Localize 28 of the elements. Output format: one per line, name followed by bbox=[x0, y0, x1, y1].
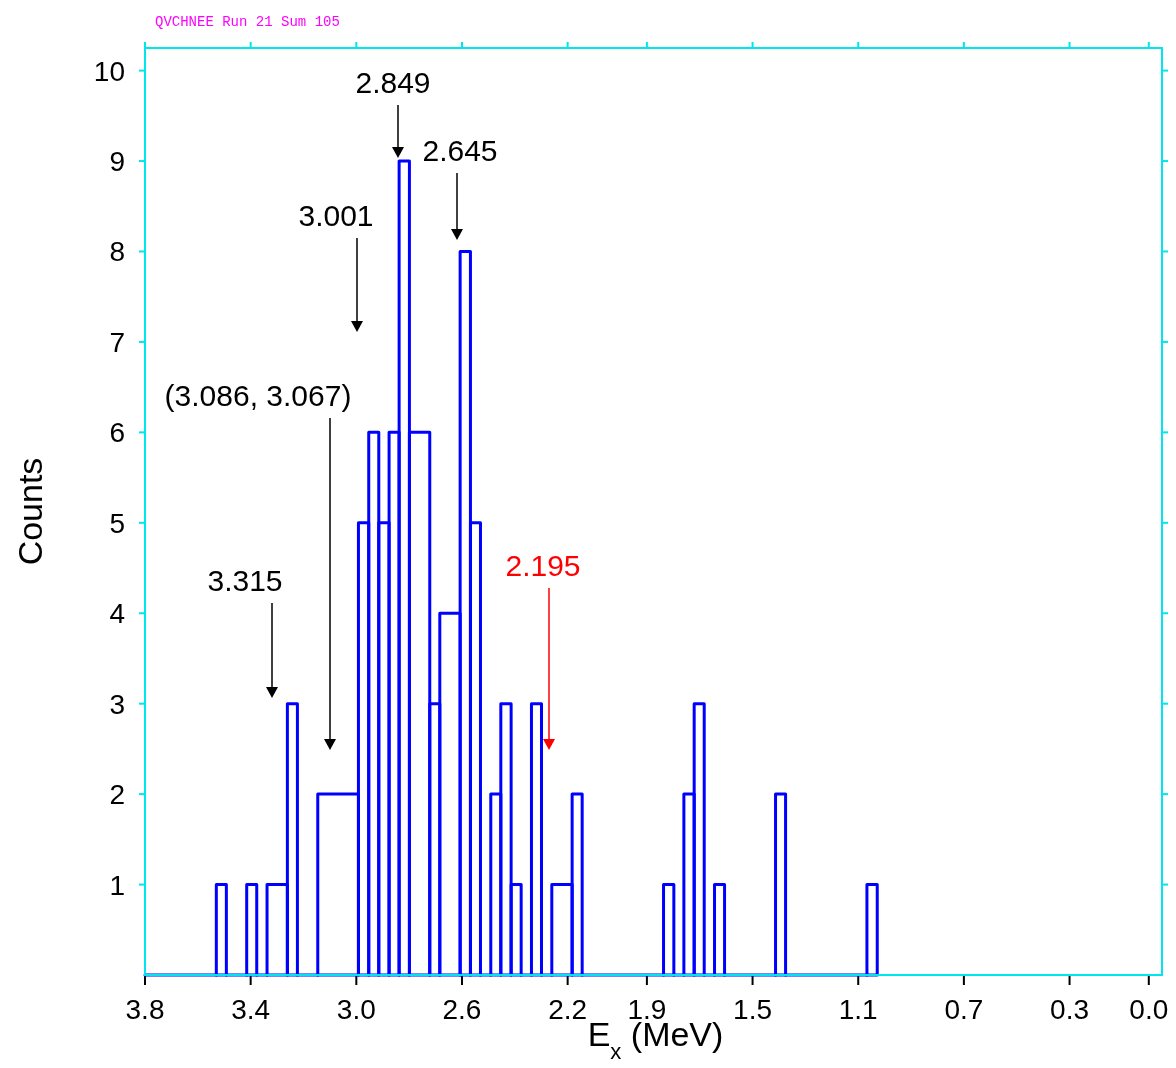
x-tick-label: 3.0 bbox=[336, 994, 376, 1025]
x-tick-label: 1.1 bbox=[838, 994, 878, 1025]
y-axis-title: Counts bbox=[11, 457, 49, 566]
y-tick-label: 4 bbox=[109, 598, 125, 630]
x-tick-label: 0.7 bbox=[944, 994, 984, 1025]
x-tick-label: 1.5 bbox=[733, 994, 773, 1025]
annotation: 2.195 bbox=[505, 549, 581, 582]
y-tick-label: 8 bbox=[109, 236, 125, 268]
y-tick-label: 1 bbox=[109, 869, 125, 901]
y-tick-label: 10 bbox=[93, 55, 125, 87]
y-tick-label: 2 bbox=[109, 779, 125, 811]
y-tick-label: 9 bbox=[109, 146, 125, 178]
x-tick-label: 2.2 bbox=[548, 994, 588, 1025]
chart-title: QVCHNEE Run 21 Sum 105 bbox=[155, 14, 340, 30]
x-tick-label: 0.0 bbox=[1129, 994, 1169, 1025]
annotation: 2.849 bbox=[355, 66, 431, 99]
x-tick-label: 3.8 bbox=[125, 994, 165, 1025]
annotation: (3.086, 3.067) bbox=[164, 379, 352, 412]
annotation: 3.001 bbox=[298, 199, 374, 232]
y-tick-label: 5 bbox=[109, 507, 125, 539]
x-tick-label: 3.4 bbox=[231, 994, 271, 1025]
y-tick-label: 3 bbox=[109, 688, 125, 720]
annotation: 2.645 bbox=[422, 134, 498, 167]
y-tick-label: 7 bbox=[109, 326, 125, 358]
x-tick-label: 2.6 bbox=[442, 994, 482, 1025]
x-tick-label: 0.3 bbox=[1050, 994, 1090, 1025]
y-tick-label: 6 bbox=[109, 417, 125, 449]
annotation: 3.315 bbox=[207, 564, 283, 597]
